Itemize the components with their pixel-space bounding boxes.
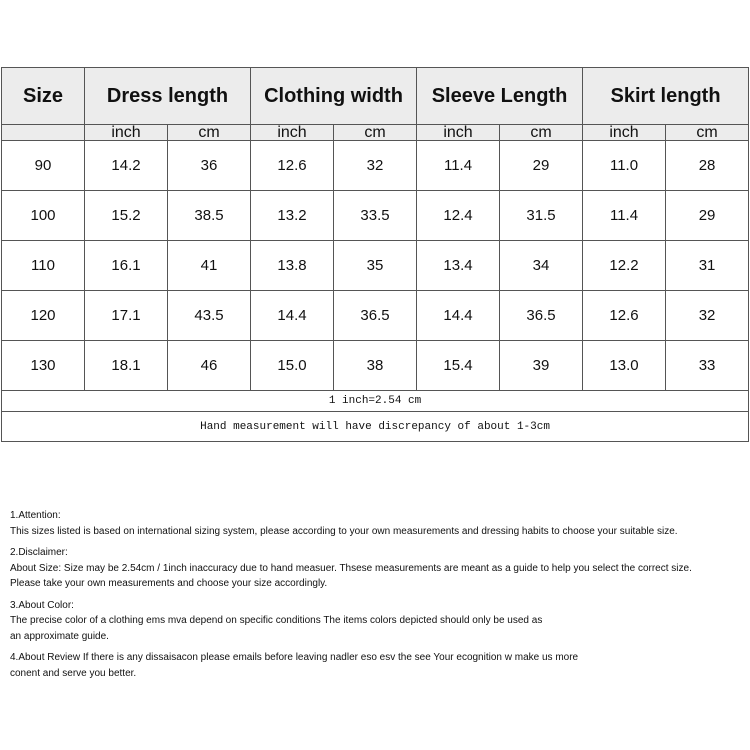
measurement-cell: 43.5 xyxy=(167,290,251,341)
measurement-cell: 41 xyxy=(167,240,251,291)
measurement-cell: 13.0 xyxy=(582,340,667,391)
measurement-cell: 18.1 xyxy=(84,340,168,391)
measurement-cell: 36.5 xyxy=(499,290,584,341)
measurement-cell: 33.5 xyxy=(332,190,418,241)
measurement-cell: 36.5 xyxy=(332,290,418,341)
measurement-cell: 12.2 xyxy=(582,240,667,291)
measurement-cell: 29 xyxy=(665,190,750,241)
note-line: Please take your own measurements and ch… xyxy=(10,578,328,589)
unit-cell: inch xyxy=(416,124,501,141)
header-cell: Clothing width xyxy=(249,67,418,125)
header-row: Size Dress length Clothing width Sleeve … xyxy=(1,67,750,125)
unit-row: inch cm inch cm inch cm inch cm xyxy=(1,124,750,141)
notes-section: 1.Attention: This sizes listed is based o… xyxy=(10,508,745,687)
measurement-cell: 33 xyxy=(665,340,750,391)
header-cell: Size xyxy=(1,67,85,125)
header-cell: Skirt length xyxy=(582,67,750,125)
measurement-cell: 14.4 xyxy=(250,290,334,341)
size-cell: 110 xyxy=(1,240,85,291)
measurement-cell: 38.5 xyxy=(167,190,251,241)
measurement-cell: 35 xyxy=(332,240,418,291)
discrepancy-note: Hand measurement will have discrepancy o… xyxy=(0,411,750,442)
measurement-cell: 11.4 xyxy=(416,140,501,191)
note-line: The precise color of a clothing ems mva … xyxy=(10,615,543,626)
measurement-cell: 14.2 xyxy=(84,140,168,191)
measurement-cell: 12.6 xyxy=(250,140,334,191)
size-cell: 120 xyxy=(1,290,85,341)
measurement-cell: 13.2 xyxy=(250,190,334,241)
note-line: an approximate guide. xyxy=(10,630,109,642)
measurement-cell: 15.0 xyxy=(250,340,334,391)
conversion-row: 1 inch=2.54 cm xyxy=(0,390,750,412)
measurement-cell: 15.2 xyxy=(84,190,168,241)
note-title: 3.About Color: xyxy=(10,599,74,611)
measurement-cell: 12.6 xyxy=(582,290,667,341)
note-line: This sizes listed is based on internatio… xyxy=(10,525,678,537)
unit-cell: inch xyxy=(582,124,667,141)
measurement-cell: 15.4 xyxy=(416,340,501,391)
measurement-cell: 12.4 xyxy=(416,190,501,241)
table-row: 110 16.1 41 13.8 35 13.4 34 12.2 31 xyxy=(1,240,750,291)
measurement-cell: 36 xyxy=(167,140,251,191)
measurement-cell: 14.4 xyxy=(416,290,501,341)
measurement-cell: 38 xyxy=(332,340,418,391)
measurement-cell: 32 xyxy=(332,140,418,191)
size-cell: 130 xyxy=(1,340,85,391)
size-cell: 100 xyxy=(1,190,85,241)
measurement-cell: 29 xyxy=(499,140,584,191)
header-cell: Sleeve Length xyxy=(416,67,584,125)
unit-cell: inch xyxy=(250,124,334,141)
measurement-cell: 16.1 xyxy=(84,240,168,291)
note-item: 2.Disclaimer: About Size: Size may be 2.5… xyxy=(10,545,745,592)
measurement-cell: 17.1 xyxy=(84,290,168,341)
unit-cell: cm xyxy=(332,124,418,141)
table-row: 130 18.1 46 15.0 38 15.4 39 13.0 33 xyxy=(1,340,750,391)
measurement-cell: 31.5 xyxy=(499,190,584,241)
unit-cell: inch xyxy=(84,124,168,141)
note-line: 4.About Review If there is any dissaisac… xyxy=(10,652,579,663)
measurement-cell: 34 xyxy=(499,240,584,291)
note-line: About Size: Size may be 2.54cm / 1inch i… xyxy=(10,562,692,574)
size-cell: 90 xyxy=(1,140,85,191)
measurement-cell: 39 xyxy=(499,340,584,391)
table-row: 90 14.2 36 12.6 32 11.4 29 11.0 28 xyxy=(1,140,750,191)
measurement-cell: 32 xyxy=(665,290,750,341)
unit-cell-empty xyxy=(1,124,85,141)
measurement-cell: 31 xyxy=(665,240,750,291)
measurement-cell: 46 xyxy=(167,340,251,391)
table-row: 100 15.2 38.5 13.2 33.5 12.4 31.5 11.4 29 xyxy=(1,190,750,241)
note-title: 2.Disclaimer: xyxy=(10,547,68,558)
unit-cell: cm xyxy=(499,124,584,141)
unit-cell: cm xyxy=(665,124,750,141)
note-line: conent and serve you better. xyxy=(10,667,137,679)
note-item: 4.About Review If there is any dissaisac… xyxy=(10,650,745,681)
conversion-note: 1 inch=2.54 cm xyxy=(0,390,750,412)
measurement-cell: 13.8 xyxy=(250,240,334,291)
unit-cell: cm xyxy=(167,124,251,141)
note-title: 1.Attention: xyxy=(10,510,61,521)
discrepancy-row: Hand measurement will have discrepancy o… xyxy=(0,411,750,442)
header-cell: Dress length xyxy=(84,67,251,125)
measurement-cell: 28 xyxy=(665,140,750,191)
measurement-cell: 13.4 xyxy=(416,240,501,291)
table-row: 120 17.1 43.5 14.4 36.5 14.4 36.5 12.6 32 xyxy=(1,290,750,341)
note-item: 3.About Color: The precise color of a clo… xyxy=(10,598,745,645)
size-chart-table: Size Dress length Clothing width Sleeve … xyxy=(0,67,750,442)
measurement-cell: 11.0 xyxy=(582,140,667,191)
measurement-cell: 11.4 xyxy=(582,190,667,241)
note-item: 1.Attention: This sizes listed is based o… xyxy=(10,508,745,539)
